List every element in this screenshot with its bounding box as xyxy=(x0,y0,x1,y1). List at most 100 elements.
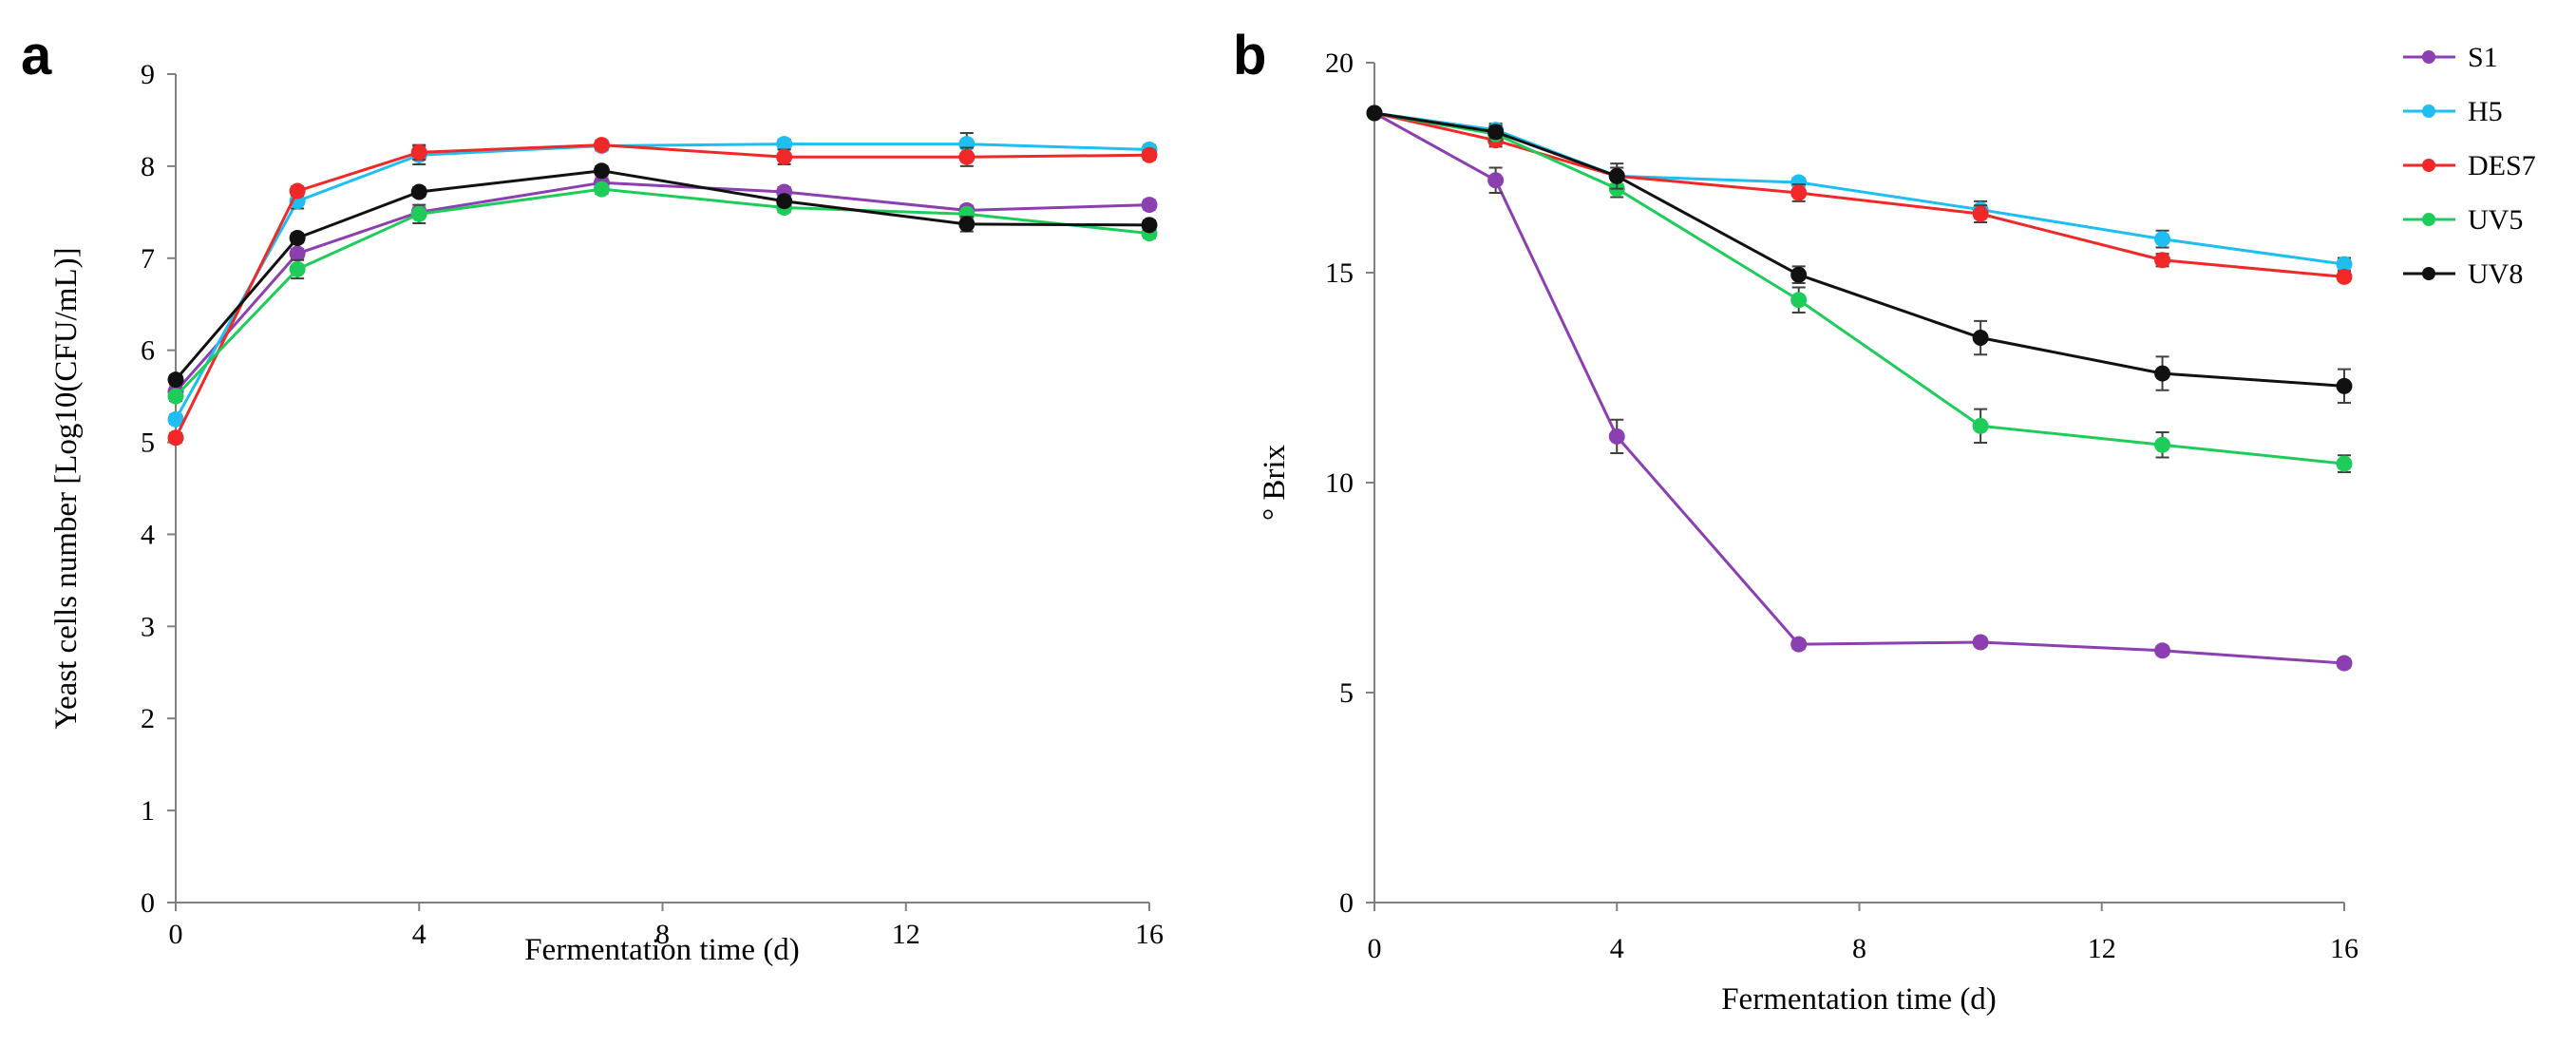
x-tick-label-b-4: 4 xyxy=(1610,933,1624,964)
legend-swatch-marker-S1 xyxy=(2422,50,2435,64)
data-point-S1-b xyxy=(1790,636,1808,653)
series-line-UV5-a xyxy=(174,187,1150,398)
data-point-UV8-b xyxy=(1487,124,1505,141)
legend-label-H5: H5 xyxy=(2468,96,2503,127)
data-point-DES7-a xyxy=(776,148,793,165)
x-tick-label-a-8: 8 xyxy=(655,919,670,950)
data-point-UV8-b xyxy=(1608,167,1625,184)
data-point-UV5-b xyxy=(1972,417,1989,434)
series-line-UV8-a xyxy=(174,169,1150,381)
series-line-S1-b xyxy=(1373,111,2345,665)
data-point-DES7-b xyxy=(2336,268,2353,285)
x-tick-label-b-12: 12 xyxy=(2088,933,2116,964)
data-point-UV8-a xyxy=(167,371,184,389)
legend-label-UV8: UV8 xyxy=(2468,258,2523,290)
y-tick-label-a-5: 5 xyxy=(141,428,155,459)
y-ticks-a: 0 1 2 3 4 5 6 7 8 9 xyxy=(141,59,176,919)
data-point-DES7-a xyxy=(593,137,610,154)
y-tick-label-b-15: 15 xyxy=(1325,257,1354,289)
data-point-UV8-b xyxy=(1366,105,1383,122)
series-line-UV5-b xyxy=(1373,111,2345,466)
data-point-S1-b xyxy=(1972,634,1989,651)
data-point-S1-a xyxy=(289,245,306,262)
data-point-DES7-a xyxy=(1141,146,1158,163)
data-point-UV8-a xyxy=(958,216,975,233)
data-point-UV5-a xyxy=(167,388,184,405)
data-point-S1-b xyxy=(1608,428,1625,445)
series-UV5-b xyxy=(1366,105,2353,473)
y-tick-label-a-7: 7 xyxy=(141,243,155,275)
y-tick-label-a-3: 3 xyxy=(141,611,155,642)
legend-label-S1: S1 xyxy=(2468,42,2498,73)
data-point-UV5-a xyxy=(410,205,427,222)
y-tick-label-b-5: 5 xyxy=(1339,677,1354,709)
data-point-UV5-a xyxy=(289,260,306,277)
series-DES7-b xyxy=(1366,105,2353,285)
x-axis-title-b: Fermentation time (d) xyxy=(1721,982,1997,1017)
legend-swatch-marker-UV8 xyxy=(2422,267,2435,280)
series-UV8-a xyxy=(167,162,1158,389)
legend-item-H5: H5 xyxy=(2403,96,2503,127)
y-tick-label-a-2: 2 xyxy=(141,703,155,734)
legend-swatch-marker-DES7 xyxy=(2422,159,2435,172)
series-line-H5-b xyxy=(1373,111,2345,266)
data-point-UV8-a xyxy=(289,229,306,246)
x-axis-title-a: Fermentation time (d) xyxy=(524,933,800,967)
data-point-UV8-b xyxy=(2154,365,2171,382)
data-point-UV8-a xyxy=(776,193,793,210)
y-axis-title-b: ° Brix xyxy=(1258,444,1292,521)
legend-item-S1: S1 xyxy=(2403,42,2498,73)
legend: S1 H5 DES7 UV5 UV8 xyxy=(2403,42,2536,290)
y-tick-label-b-0: 0 xyxy=(1339,887,1354,919)
series-group-b xyxy=(1366,105,2353,672)
data-point-S1-b xyxy=(1487,172,1505,189)
data-point-UV5-b xyxy=(1790,292,1808,309)
data-point-S1-b xyxy=(2154,642,2171,659)
legend-swatch-marker-H5 xyxy=(2422,105,2435,118)
series-line-UV8-b xyxy=(1373,111,2345,388)
data-point-DES7-b xyxy=(1972,205,1989,222)
data-point-H5-b xyxy=(2154,231,2171,248)
data-point-UV5-b xyxy=(2336,455,2353,472)
series-UV8-b xyxy=(1366,105,2353,405)
data-point-H5-a xyxy=(776,136,793,153)
legend-label-DES7: DES7 xyxy=(2468,150,2536,181)
series-S1-a xyxy=(167,174,1158,400)
y-ticks-b: 0 5 10 15 20 xyxy=(1325,48,1374,919)
legend-swatch-marker-UV5 xyxy=(2422,213,2435,226)
series-group-a xyxy=(167,132,1158,447)
data-point-UV8-b xyxy=(2336,377,2353,394)
data-point-S1-a xyxy=(1141,197,1158,214)
legend-item-UV8: UV8 xyxy=(2403,258,2523,290)
series-line-DES7-a xyxy=(174,143,1150,439)
series-S1-b xyxy=(1366,105,2353,672)
series-H5-a xyxy=(167,132,1158,428)
legend-label-UV5: UV5 xyxy=(2468,204,2523,236)
series-line-S1-a xyxy=(174,181,1150,393)
series-DES7-a xyxy=(167,137,1158,447)
data-point-UV8-b xyxy=(1790,266,1808,283)
y-tick-label-a-1: 1 xyxy=(141,795,155,827)
x-tick-label-b-0: 0 xyxy=(1368,933,1382,964)
series-H5-b xyxy=(1366,105,2353,273)
y-tick-label-a-9: 9 xyxy=(141,59,155,90)
data-point-UV8-a xyxy=(593,162,610,180)
series-UV5-a xyxy=(167,181,1158,405)
legend-item-DES7: DES7 xyxy=(2403,150,2536,181)
data-point-UV8-b xyxy=(1972,330,1989,347)
data-point-UV5-b xyxy=(2154,436,2171,453)
data-point-H5-b xyxy=(2336,256,2353,273)
data-point-H5-a xyxy=(167,410,184,428)
panel-label-a: a xyxy=(21,25,52,86)
x-tick-label-a-16: 16 xyxy=(1135,919,1164,950)
panel-label-b: b xyxy=(1233,25,1266,86)
data-point-DES7-b xyxy=(1790,184,1808,201)
y-tick-label-a-0: 0 xyxy=(141,887,155,919)
y-axis-title-a: Yeast cells number [Log10(CFU/mL)] xyxy=(49,247,84,729)
y-tick-label-a-6: 6 xyxy=(141,335,155,367)
y-tick-label-b-20: 20 xyxy=(1325,48,1354,79)
data-point-S1-b xyxy=(2336,655,2353,672)
x-tick-label-b-16: 16 xyxy=(2330,933,2358,964)
